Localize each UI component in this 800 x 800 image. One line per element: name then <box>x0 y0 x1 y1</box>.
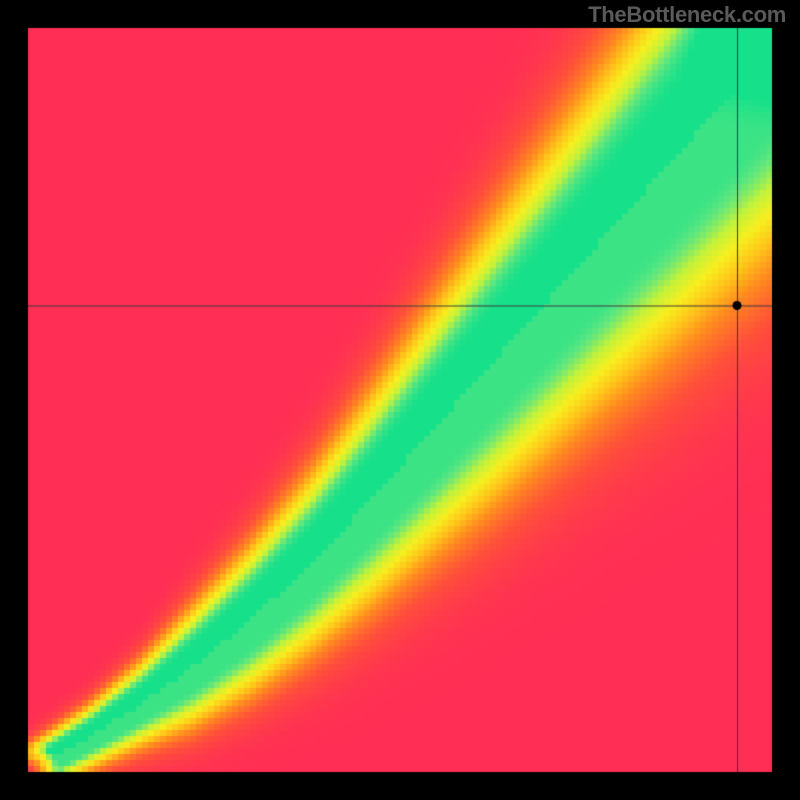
bottleneck-heatmap <box>0 0 800 800</box>
watermark-text: TheBottleneck.com <box>588 2 786 28</box>
